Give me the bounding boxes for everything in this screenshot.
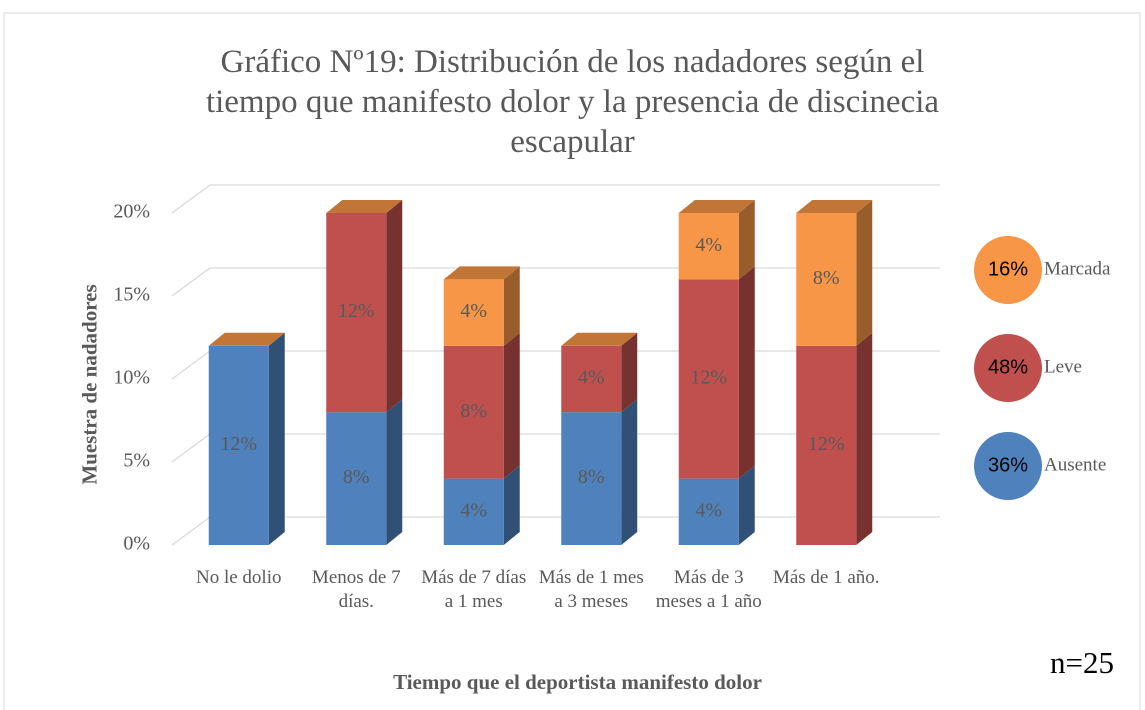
bar-side (738, 266, 755, 479)
chart-title: Gráfico Nº19: Distribución de los nadado… (205, 44, 940, 160)
bar (678, 478, 739, 545)
bar (443, 345, 504, 479)
legend-value: 16% (988, 258, 1028, 280)
value-label: 8% (813, 267, 840, 289)
bar-side (503, 266, 520, 346)
value-label: 4% (460, 300, 487, 322)
value-label: 12% (808, 433, 845, 455)
bar-top (326, 200, 403, 213)
bar-side (386, 399, 403, 545)
value-label: 4% (460, 499, 487, 521)
bar-side (503, 332, 520, 479)
legend-swatch (974, 432, 1042, 500)
value-label: 12% (690, 367, 727, 389)
bar-top (678, 200, 755, 213)
bar (208, 345, 269, 545)
bar (796, 345, 857, 545)
bar (561, 412, 622, 545)
bar (678, 213, 739, 280)
value-label: 12% (338, 300, 375, 322)
legend-label: Marcada (1044, 258, 1111, 279)
x-tick-label: Más de 1 mes a 3 meses (538, 567, 644, 612)
legend-label: Ausente (1044, 454, 1106, 475)
grid-line (171, 184, 940, 214)
bar-side (856, 332, 873, 545)
y-tick-label: 5% (123, 450, 150, 472)
value-label: 4% (578, 367, 605, 389)
legend-swatch (974, 236, 1042, 304)
x-tick-label: No le dolio (196, 567, 282, 588)
bar-top (208, 332, 285, 346)
x-axis-label: Tiempo que el deportista manifesto dolor (393, 670, 762, 694)
legend-swatch (974, 334, 1042, 402)
value-label: 8% (460, 400, 487, 422)
bar-top (796, 200, 873, 213)
value-label: 8% (578, 466, 605, 488)
value-label: 4% (695, 234, 722, 256)
y-tick-label: 15% (113, 284, 150, 306)
bar (443, 279, 504, 346)
border (3, 12, 1141, 710)
bar (796, 213, 857, 346)
bar-side (738, 465, 755, 545)
bar-side (738, 200, 755, 280)
bar-side (621, 399, 638, 545)
bar (678, 279, 739, 479)
y-axis-label: Muestra de nadadores (77, 284, 102, 485)
value-label: 12% (220, 433, 257, 455)
x-tick-label: Más de 3 meses a 1 año (655, 567, 762, 612)
bar (443, 478, 504, 545)
y-tick-label: 20% (113, 201, 150, 223)
bar-side (621, 332, 638, 413)
legend-value: 36% (988, 454, 1028, 476)
x-tick-label: Más de 7 días a 1 mes (421, 567, 527, 612)
value-label: 4% (695, 499, 722, 521)
bar (326, 412, 387, 545)
y-tick-label: 0% (123, 533, 150, 555)
bar (561, 345, 622, 413)
x-tick-label: Más de 1 año. (772, 567, 880, 588)
value-label: 8% (343, 466, 370, 488)
legend-value: 48% (988, 356, 1028, 378)
bar-side (268, 332, 285, 545)
bar-side (386, 200, 403, 413)
legend-label: Leve (1044, 356, 1082, 377)
bar-top (443, 266, 520, 280)
bar-side (503, 465, 520, 545)
bar-top (561, 332, 638, 346)
bar-side (856, 200, 873, 346)
annotation: n=25 (1050, 645, 1114, 680)
bar (326, 213, 387, 413)
x-tick-label: Menos de 7 días. (311, 567, 401, 612)
y-tick-label: 10% (113, 367, 150, 389)
